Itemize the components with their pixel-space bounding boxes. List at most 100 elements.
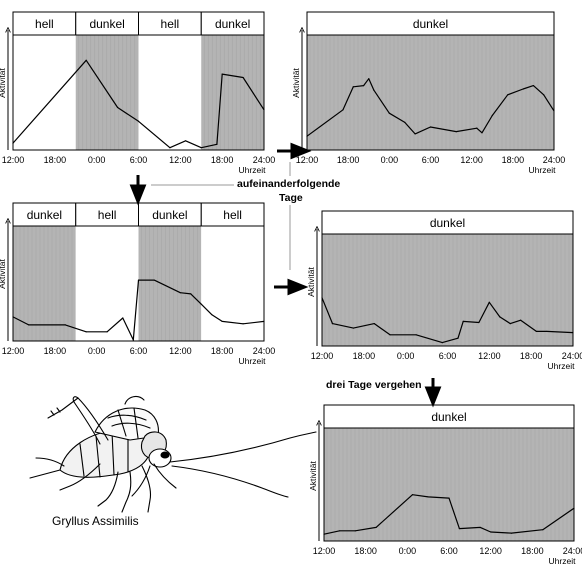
activity-point xyxy=(388,112,390,114)
activity-point xyxy=(221,320,223,323)
activity-point xyxy=(331,323,334,325)
activity-point xyxy=(507,94,509,96)
x-tick-label: 12:00 xyxy=(2,346,25,356)
activity-point xyxy=(462,320,464,322)
flow-arrows xyxy=(129,142,442,408)
activity-point xyxy=(427,496,429,498)
activity-point xyxy=(122,317,124,319)
x-unit-label: Uhrzeit xyxy=(239,165,267,175)
activity-point xyxy=(499,316,501,318)
y-axis-label: Aktivität xyxy=(306,266,316,296)
phase-label-dunkel: dunkel xyxy=(215,17,250,31)
activity-point xyxy=(573,507,575,509)
x-tick-label: 6:00 xyxy=(439,351,457,361)
activity-point xyxy=(242,323,244,325)
y-axis-label: Aktivität xyxy=(308,460,318,490)
x-tick-label: 12:00 xyxy=(478,351,501,361)
x-tick-label: 18:00 xyxy=(502,155,525,165)
activity-point xyxy=(242,76,244,79)
activity-point xyxy=(64,324,66,326)
activity-point xyxy=(216,143,218,145)
activity-point xyxy=(415,334,417,336)
x-tick-label: 12:00 xyxy=(169,155,192,165)
annotation-consecutive-days-line1: aufeinanderfolgende xyxy=(237,178,341,190)
phase-band-dunkel xyxy=(138,226,202,341)
x-tick-label: 18:00 xyxy=(353,351,376,361)
activity-point xyxy=(28,324,30,326)
phase-label-hell: hell xyxy=(223,208,242,222)
phase-label-dunkel: dunkel xyxy=(413,17,448,31)
phase-band-dunkel xyxy=(307,35,554,150)
plot-border xyxy=(12,225,265,342)
activity-point xyxy=(375,526,377,529)
activity-point xyxy=(532,85,535,87)
activity-point xyxy=(488,301,490,303)
x-unit-label: Uhrzeit xyxy=(239,356,267,366)
activity-point xyxy=(542,529,544,531)
phase-band-dunkel xyxy=(13,226,76,341)
plot-border xyxy=(12,34,265,151)
activity-point xyxy=(458,527,461,530)
x-tick-label: 0:00 xyxy=(88,155,106,165)
x-tick-label: 12:00 xyxy=(313,546,336,556)
activity-panel-top-left: hell dunkel hell dunkel Aktivität 12:00 18:00 0… xyxy=(0,11,276,175)
activity-point xyxy=(491,114,493,117)
activity-point xyxy=(522,88,524,90)
phase-band-dunkel xyxy=(324,428,574,541)
activity-point xyxy=(169,147,171,149)
activity-point xyxy=(476,127,478,129)
activity-point xyxy=(520,319,522,321)
phase-label-dunkel: dunkel xyxy=(89,17,124,31)
activity-point xyxy=(190,293,192,295)
activity-point xyxy=(373,323,375,325)
x-tick-label: 18:00 xyxy=(521,546,544,556)
activity-point xyxy=(116,106,119,109)
plot-border xyxy=(321,233,574,347)
activity-point xyxy=(137,120,140,122)
plot-border xyxy=(306,34,555,151)
activity-point xyxy=(339,530,341,532)
activity-point xyxy=(479,526,481,529)
x-tick-label: 18:00 xyxy=(354,546,377,556)
annotation-three-days-pass: drei Tage vergehen xyxy=(326,379,422,391)
activity-point xyxy=(429,126,432,128)
x-tick-label: 12:00 xyxy=(311,351,334,361)
plot-border xyxy=(323,427,575,542)
activity-point xyxy=(363,85,365,87)
activity-point xyxy=(404,121,406,123)
x-tick-label: 18:00 xyxy=(211,155,234,165)
activity-point xyxy=(546,330,548,333)
activity-point xyxy=(263,320,265,323)
phase-band-dunkel xyxy=(322,234,573,346)
activity-point xyxy=(342,109,344,111)
activity-point xyxy=(389,334,391,336)
activity-point xyxy=(323,533,325,535)
activity-panel-middle-right: dunkel Aktivität 12:00 18:00 0:00 6:00 12:00 18… xyxy=(306,210,582,371)
x-tick-label: 24:00 xyxy=(253,155,276,165)
x-tick-label: 24:00 xyxy=(562,351,582,361)
phase-label-dunkel: dunkel xyxy=(152,208,187,222)
activity-point xyxy=(321,297,323,299)
x-tick-label: 18:00 xyxy=(337,155,360,165)
activity-point xyxy=(179,292,181,294)
x-unit-label: Uhrzeit xyxy=(529,165,557,175)
activity-point xyxy=(352,86,354,88)
activity-point xyxy=(12,142,14,144)
cricket-illustration xyxy=(29,395,317,513)
y-axis-label: Aktivität xyxy=(0,258,7,288)
x-tick-label: 0:00 xyxy=(397,351,415,361)
x-tick-label: 18:00 xyxy=(211,346,234,356)
activity-line xyxy=(12,279,265,341)
phase-label-hell: hell xyxy=(161,17,180,31)
activity-panel-bottom-right: dunkel Aktivität 12:00 18:00 0:00 6:00 12:00 18… xyxy=(308,404,582,566)
phase-band-hell xyxy=(138,35,202,150)
activity-point xyxy=(306,135,308,137)
annotation-consecutive-days-line2: Tage xyxy=(279,192,303,204)
x-tick-label: 12:00 xyxy=(479,546,502,556)
activity-point xyxy=(543,94,545,96)
y-axis-label: Aktivität xyxy=(0,67,7,97)
activity-panel-middle-left: dunkel hell dunkel hell Aktivität 12:00 18:00 0… xyxy=(0,202,275,366)
activity-point xyxy=(572,331,574,334)
phase-label-dunkel: dunkel xyxy=(27,208,62,222)
x-tick-label: 6:00 xyxy=(130,155,148,165)
